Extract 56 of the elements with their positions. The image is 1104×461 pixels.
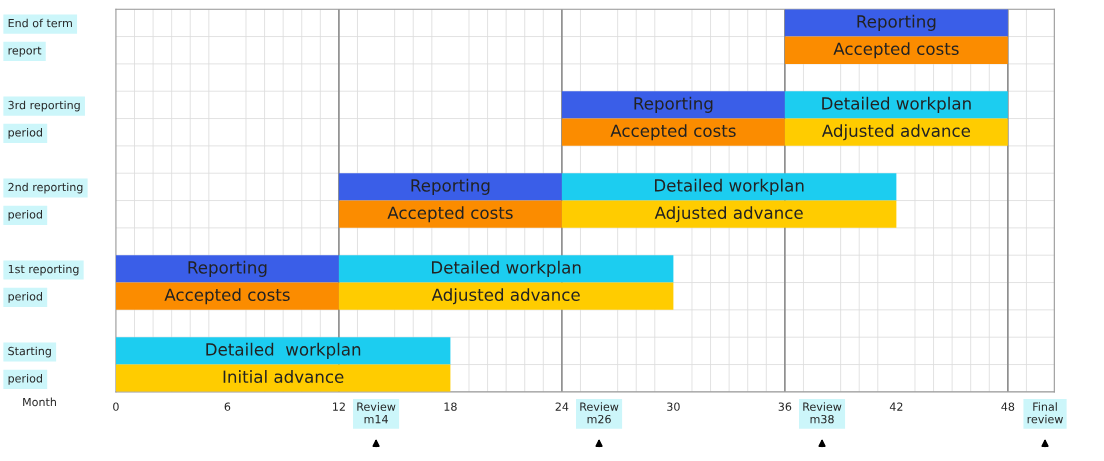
- bar: [784, 118, 1008, 146]
- x-tick-label: Final review: [1027, 402, 1063, 424]
- data-label: Detailed workplan: [822, 96, 971, 113]
- data-label: Accepted costs: [164, 288, 290, 305]
- bar: [561, 91, 785, 119]
- x-tick-label: Review m26: [580, 402, 619, 424]
- bar: [115, 255, 339, 283]
- x-tick-label: 24: [555, 402, 569, 411]
- bar: [115, 282, 339, 310]
- bar: [784, 9, 1008, 37]
- x-tick-label: 48: [1001, 402, 1015, 411]
- data-label: Adjusted advance: [821, 124, 971, 141]
- x-tick-label: 0: [113, 402, 119, 411]
- x-tick-label: 30: [667, 402, 680, 411]
- data-label: Initial advance: [223, 370, 344, 384]
- bar: [561, 200, 897, 228]
- data-label: Accepted costs: [833, 42, 959, 59]
- data-label: Detailed workplan: [654, 178, 804, 195]
- y-tick-label: period: [8, 127, 42, 139]
- y-tick-label: period: [8, 373, 42, 385]
- x-tick-label: 6: [224, 402, 231, 411]
- bar: [784, 36, 1008, 64]
- bar: [338, 282, 674, 310]
- bar: [338, 173, 562, 201]
- data-label: Adjusted advance: [431, 288, 580, 305]
- data-label: Accepted costs: [610, 124, 736, 141]
- y-tick-label: 2nd reporting: [8, 182, 83, 194]
- bar: [561, 118, 785, 146]
- bar: [115, 337, 451, 365]
- y-tick-label: 3rd reporting: [8, 100, 80, 112]
- x-tick-label: 42: [889, 402, 903, 411]
- x-tick-label: Review m14: [357, 402, 396, 424]
- data-label: Reporting: [188, 260, 267, 277]
- bar: [338, 200, 562, 228]
- data-label: Reporting: [634, 96, 713, 113]
- data-label: Reporting: [411, 178, 490, 195]
- data-label: Reporting: [857, 14, 936, 31]
- bar: [115, 364, 451, 392]
- bar: [784, 91, 1008, 119]
- y-tick-label: 1st reporting: [8, 264, 79, 276]
- x-axis-title: Month: [23, 397, 56, 407]
- y-tick-label: Starting: [8, 346, 51, 358]
- y-tick-label: report: [8, 46, 42, 57]
- y-tick-label: period: [8, 291, 42, 303]
- x-tick-label: Review m38: [803, 402, 842, 424]
- data-label: Detailed workplan: [432, 260, 581, 277]
- bar: [338, 255, 674, 283]
- data-label: Detailed workplan: [206, 342, 361, 359]
- x-tick-label: 18: [444, 402, 457, 411]
- y-tick-label: period: [8, 209, 42, 221]
- y-tick-label: End of term: [8, 18, 72, 28]
- data-label: Adjusted advance: [654, 206, 803, 223]
- bar: [561, 173, 897, 201]
- data-label: Accepted costs: [387, 206, 513, 223]
- x-tick-label: 36: [778, 402, 792, 411]
- x-tick-label: 12: [333, 402, 345, 411]
